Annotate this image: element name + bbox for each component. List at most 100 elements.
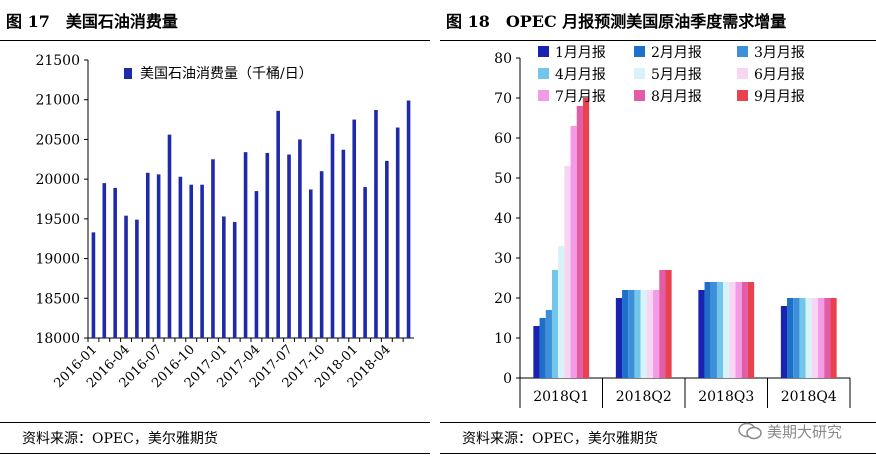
bar: [254, 191, 259, 338]
bar: [135, 219, 139, 338]
y-tick-label: 18500: [35, 291, 80, 307]
y-tick-label: 50: [494, 171, 512, 187]
x-category-label: 2018Q4: [781, 389, 837, 405]
y-tick-label: 70: [494, 91, 512, 107]
legend-label: 7月月报: [555, 89, 606, 105]
bar: [665, 270, 672, 378]
bar: [211, 159, 215, 338]
y-tick-label: 20500: [35, 132, 80, 148]
bar: [330, 133, 335, 338]
legend-label: 美国石油消费量（千桶/日）: [140, 66, 313, 82]
bar: [178, 176, 183, 338]
left-chart-title: 图 17 美国石油消费量: [6, 12, 178, 31]
bar: [640, 290, 647, 378]
left-chart-panel: 图 17 美国石油消费量 18000 18500 19000 19500 20000 20…: [0, 0, 430, 465]
x-category-label: 2018Q3: [698, 389, 754, 405]
watermark-text: 美期大研究: [766, 423, 842, 441]
y-tick-label: 20000: [35, 172, 80, 188]
right-chart-title: 图 18 OPEC 月报预测美国原油季度需求增量: [446, 12, 787, 31]
bar: [622, 290, 629, 378]
bar: [564, 166, 571, 378]
bar: [704, 282, 711, 378]
legend-swatch: [538, 46, 549, 57]
legend-swatch: [634, 68, 645, 79]
right-source-bar: 资料来源：OPEC，美尔雅期货: [440, 422, 876, 454]
bar: [780, 306, 788, 378]
legend-swatch: [737, 46, 748, 57]
legend-swatch: [737, 90, 748, 101]
legend-label: 2月月报: [651, 45, 702, 61]
bar: [189, 184, 194, 338]
bar: [352, 119, 357, 338]
bar: [374, 110, 378, 338]
legend-label: 5月月报: [651, 67, 702, 83]
y-tick-label: 19000: [35, 252, 80, 268]
bar: [793, 298, 800, 378]
bar: [91, 232, 96, 338]
legend-label: 9月月报: [754, 89, 805, 105]
bar: [628, 290, 635, 378]
bar: [156, 174, 161, 338]
bar: [545, 310, 552, 378]
bar: [551, 270, 559, 378]
bar: [276, 110, 280, 338]
y-tick-label: 21000: [35, 93, 80, 109]
left-chart: 18000 18500 19000 19500 20000 20500 21000 21500…: [35, 53, 414, 391]
bar: [582, 98, 590, 378]
y-tick-label: 21500: [35, 53, 80, 69]
left-source-text: 资料来源：OPEC，美尔雅期货: [22, 431, 218, 447]
bar: [124, 215, 128, 338]
right-title-bar: 图 18 OPEC 月报预测美国原油季度需求增量: [440, 0, 876, 41]
bar: [729, 282, 736, 378]
legend-label: 6月月报: [754, 67, 805, 83]
y-tick-label: 80: [494, 51, 512, 67]
bar: [308, 189, 313, 338]
bar: [363, 187, 367, 338]
bar: [385, 160, 389, 338]
legend-swatch: [124, 68, 132, 79]
bar: [558, 246, 565, 378]
bar: [222, 216, 226, 338]
bar: [319, 171, 324, 338]
y-tick-label: 60: [494, 131, 512, 147]
bar: [634, 290, 641, 378]
bar: [710, 282, 717, 378]
bar: [799, 298, 806, 378]
y-tick-label: 20: [494, 291, 512, 307]
bar: [406, 100, 411, 338]
bar: [735, 282, 742, 378]
bar: [145, 172, 150, 338]
bar: [818, 298, 825, 378]
left-title-bar: 图 17 美国石油消费量: [0, 0, 430, 41]
legend-swatch: [538, 90, 549, 101]
bar: [830, 298, 837, 378]
legend-swatch: [634, 46, 645, 57]
bar: [824, 298, 831, 378]
bar: [653, 290, 660, 378]
bar: [200, 184, 204, 338]
bar: [167, 134, 172, 338]
y-tick-label: 18000: [35, 331, 80, 347]
legend-label: 8月月报: [651, 89, 702, 105]
legend-swatch: [737, 68, 748, 79]
bar: [747, 282, 755, 378]
bar: [805, 298, 812, 378]
y-tick-label: 40: [494, 211, 512, 227]
bar: [787, 298, 794, 378]
right-source-text: 资料来源：OPEC，美尔雅期货: [462, 431, 658, 447]
bar: [113, 187, 117, 338]
right-chart-panel: 图 18 OPEC 月报预测美国原油季度需求增量 0 10 20 30 40 50 60 70…: [440, 0, 876, 465]
bar: [716, 282, 724, 378]
watermark: 美期大研究: [738, 421, 842, 442]
bar: [533, 326, 540, 378]
bar: [615, 298, 623, 378]
y-tick-label: 10: [494, 331, 512, 347]
bar: [539, 318, 546, 378]
bar: [265, 152, 270, 338]
legend-label: 1月月报: [555, 45, 606, 61]
bar: [723, 282, 730, 378]
bar: [395, 127, 400, 338]
legend-label: 4月月报: [555, 67, 606, 83]
y-tick-label: 0: [503, 371, 512, 387]
bar: [298, 139, 302, 338]
